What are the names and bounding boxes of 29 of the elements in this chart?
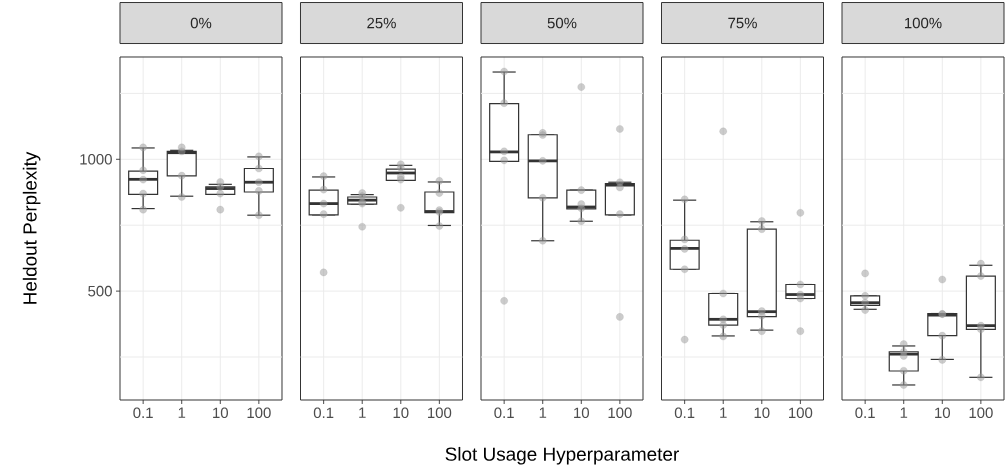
chart-title: 50%: [547, 17, 577, 29]
chart-title: 25%: [367, 17, 396, 29]
x-tick-label: 1: [539, 407, 547, 418]
y-tick-label: 1000: [80, 154, 112, 165]
x-tick-label: 10: [213, 407, 228, 419]
x-tick-label: 100: [789, 407, 813, 419]
x-tick-label: 100: [428, 407, 452, 419]
chart-title: 0%: [190, 17, 212, 29]
x-axis-title: Slot Usage Hyperparameter: [445, 446, 679, 465]
x-tick-label: 100: [969, 407, 993, 419]
x-tick-label: 0.1: [855, 407, 875, 419]
x-tick-label: 0.1: [313, 407, 334, 419]
y-tick-label: 500: [88, 285, 112, 297]
x-tick-label: 10: [393, 407, 409, 419]
x-tick-label: 100: [247, 407, 271, 419]
x-tick-label: 1: [720, 407, 727, 418]
x-tick-label: 100: [608, 407, 632, 419]
chart-title: 75%: [728, 17, 757, 29]
x-tick-label: 1: [900, 407, 908, 418]
x-tick-label: 10: [935, 407, 951, 419]
x-tick-label: 1: [359, 407, 366, 418]
y-axis-title: Heldout Perplexity: [22, 151, 41, 304]
x-tick-label: 10: [754, 407, 770, 419]
chart-title: 100%: [905, 17, 942, 29]
x-tick-label: 0.1: [133, 407, 153, 419]
x-tick-label: 1: [178, 407, 186, 418]
x-tick-label: 0.1: [494, 407, 514, 419]
x-tick-label: 10: [574, 407, 590, 419]
x-tick-label: 0.1: [674, 407, 695, 419]
